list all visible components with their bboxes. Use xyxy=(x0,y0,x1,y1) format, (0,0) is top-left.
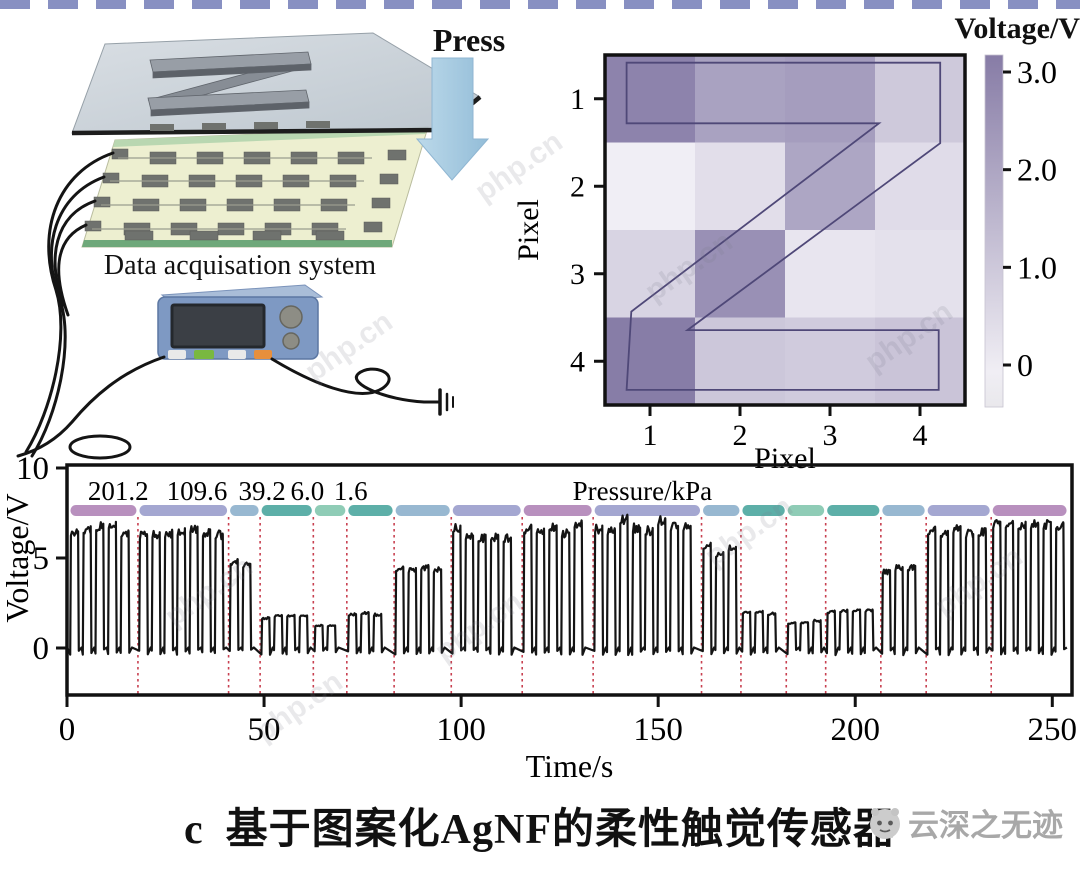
daq-screen xyxy=(170,303,266,349)
heatmap-cell-r2c2 xyxy=(695,142,786,231)
pressure-band-17 xyxy=(992,505,1067,516)
heatmap-cell-r1c1 xyxy=(605,55,696,143)
pressure-band-1 xyxy=(70,505,137,516)
pressure-band-2 xyxy=(139,505,228,516)
heatmap-cell-r4c3 xyxy=(785,317,876,406)
pressure-value-109.6: 109.6 xyxy=(167,476,228,506)
pressure-band-5 xyxy=(314,505,346,516)
glass-plate xyxy=(71,32,482,136)
time-axis-label: Time/s xyxy=(526,748,614,784)
pressure-band-16 xyxy=(927,505,990,516)
pressure-band-7 xyxy=(395,505,450,516)
colorbar-tick-1.0: 1.0 xyxy=(1017,249,1057,285)
heatmap-ytick-2: 2 xyxy=(570,170,585,203)
chart-border xyxy=(65,463,1074,697)
pressure-axis-title: Pressure/kPa xyxy=(573,476,712,506)
voltage-waveform xyxy=(65,513,1068,657)
z-letter-outline xyxy=(625,61,942,391)
glass-contact-pads xyxy=(150,121,330,131)
xtick-150: 150 xyxy=(633,712,683,748)
daq-knob-large[interactable] xyxy=(279,305,303,329)
heatmap-ytick-1: 1 xyxy=(570,83,585,116)
dashed-border-top xyxy=(0,0,1080,9)
pressure-value-6.0: 6.0 xyxy=(291,476,325,506)
ytick-0: 0 xyxy=(33,631,50,667)
heatmap-cell-r3c4 xyxy=(875,230,966,318)
xtick-100: 100 xyxy=(436,712,486,748)
daq-system-label: Data acquisation system xyxy=(103,250,377,281)
pressure-value-1.6: 1.6 xyxy=(334,476,368,506)
sensor-array-sheet xyxy=(81,126,429,248)
pressure-band-4 xyxy=(261,505,312,516)
sensor-wires xyxy=(24,151,132,460)
colorbar-title: Voltage/V xyxy=(954,12,1080,45)
heatmap-xtick-4: 4 xyxy=(913,419,928,452)
pressure-band-12 xyxy=(742,505,785,516)
pressure-band-8 xyxy=(452,505,521,516)
pressure-band-6 xyxy=(348,505,393,516)
sensor-schematic xyxy=(16,32,490,460)
heatmap-ylabel: Pixel xyxy=(512,199,545,261)
heatmap-cell-r1c2 xyxy=(695,55,786,143)
press-label: Press xyxy=(432,22,506,58)
heatmap-xtick-3: 3 xyxy=(823,419,838,452)
heatmap-border xyxy=(603,53,967,407)
press-arrow-icon xyxy=(415,57,490,181)
daq-buttons[interactable] xyxy=(168,350,272,359)
pressure-band-13 xyxy=(787,505,825,516)
heatmap-cell-r1c4 xyxy=(875,55,966,143)
heatmap-cell-r2c4 xyxy=(875,142,966,231)
electrode-pad-grid xyxy=(84,148,407,241)
pressure-value-201.2: 201.2 xyxy=(88,476,149,506)
pressure-band-11 xyxy=(703,505,740,516)
pressure-value-39.2: 39.2 xyxy=(238,476,285,506)
colorbar-tick-0: 0 xyxy=(1017,347,1033,383)
colorbar-tick-3.0: 3.0 xyxy=(1017,54,1057,90)
colorbar xyxy=(984,54,1004,408)
heatmap-cell-r4c4 xyxy=(875,317,966,406)
ground-symbol xyxy=(438,388,454,416)
heatmap-ytick-4: 4 xyxy=(570,345,585,378)
figure-caption: c 基于图案化AgNF的柔性触觉传感器 xyxy=(0,795,1080,856)
daq-cables xyxy=(16,355,454,458)
xtick-200: 200 xyxy=(830,712,880,748)
xtick-0: 0 xyxy=(59,712,76,748)
brand-watermark: 云深之无迹 xyxy=(866,800,1063,845)
daq-device xyxy=(157,284,324,360)
colorbar-tick-2.0: 2.0 xyxy=(1017,152,1057,188)
voltage-axis-label: Voltage/V xyxy=(0,493,35,622)
heatmap-cell-r3c3 xyxy=(785,230,876,318)
electrode-traces xyxy=(92,157,372,230)
heatmap-cell-r2c1 xyxy=(605,142,696,231)
brand-watermark-text: 云深之无迹 xyxy=(908,808,1063,843)
daq-knob-small[interactable] xyxy=(282,332,300,350)
pressure-band-14 xyxy=(827,505,880,516)
heatmap-xtick-2: 2 xyxy=(733,419,748,452)
caption-text: 基于图案化AgNF的柔性触觉传感器 xyxy=(225,807,896,853)
pressure-band-3 xyxy=(230,505,259,516)
heatmap-ytick-3: 3 xyxy=(570,258,585,291)
heatmap-cell-r2c3 xyxy=(785,142,876,231)
xtick-250: 250 xyxy=(1028,712,1078,748)
wire-loop xyxy=(68,434,132,460)
heatmap-xtick-1: 1 xyxy=(643,419,658,452)
pressure-band-10 xyxy=(594,505,701,516)
brand-watermark-face-icon xyxy=(870,807,900,839)
ytick-5: 5 xyxy=(33,541,50,577)
caption-panel-letter: c xyxy=(184,807,204,853)
ytick-10: 10 xyxy=(16,455,49,487)
xtick-50: 50 xyxy=(248,712,281,748)
heatmap-cell-r4c2 xyxy=(695,317,786,406)
pressure-band-9 xyxy=(523,505,592,516)
heatmap-cell-r1c3 xyxy=(785,55,876,143)
sheet-bottom-edge xyxy=(82,240,392,247)
heatmap-cell-r4c1 xyxy=(605,317,696,406)
pressure-band-15 xyxy=(882,505,925,516)
metal-z-pattern xyxy=(147,51,312,117)
heatmap-cell-r3c2 xyxy=(695,230,786,318)
